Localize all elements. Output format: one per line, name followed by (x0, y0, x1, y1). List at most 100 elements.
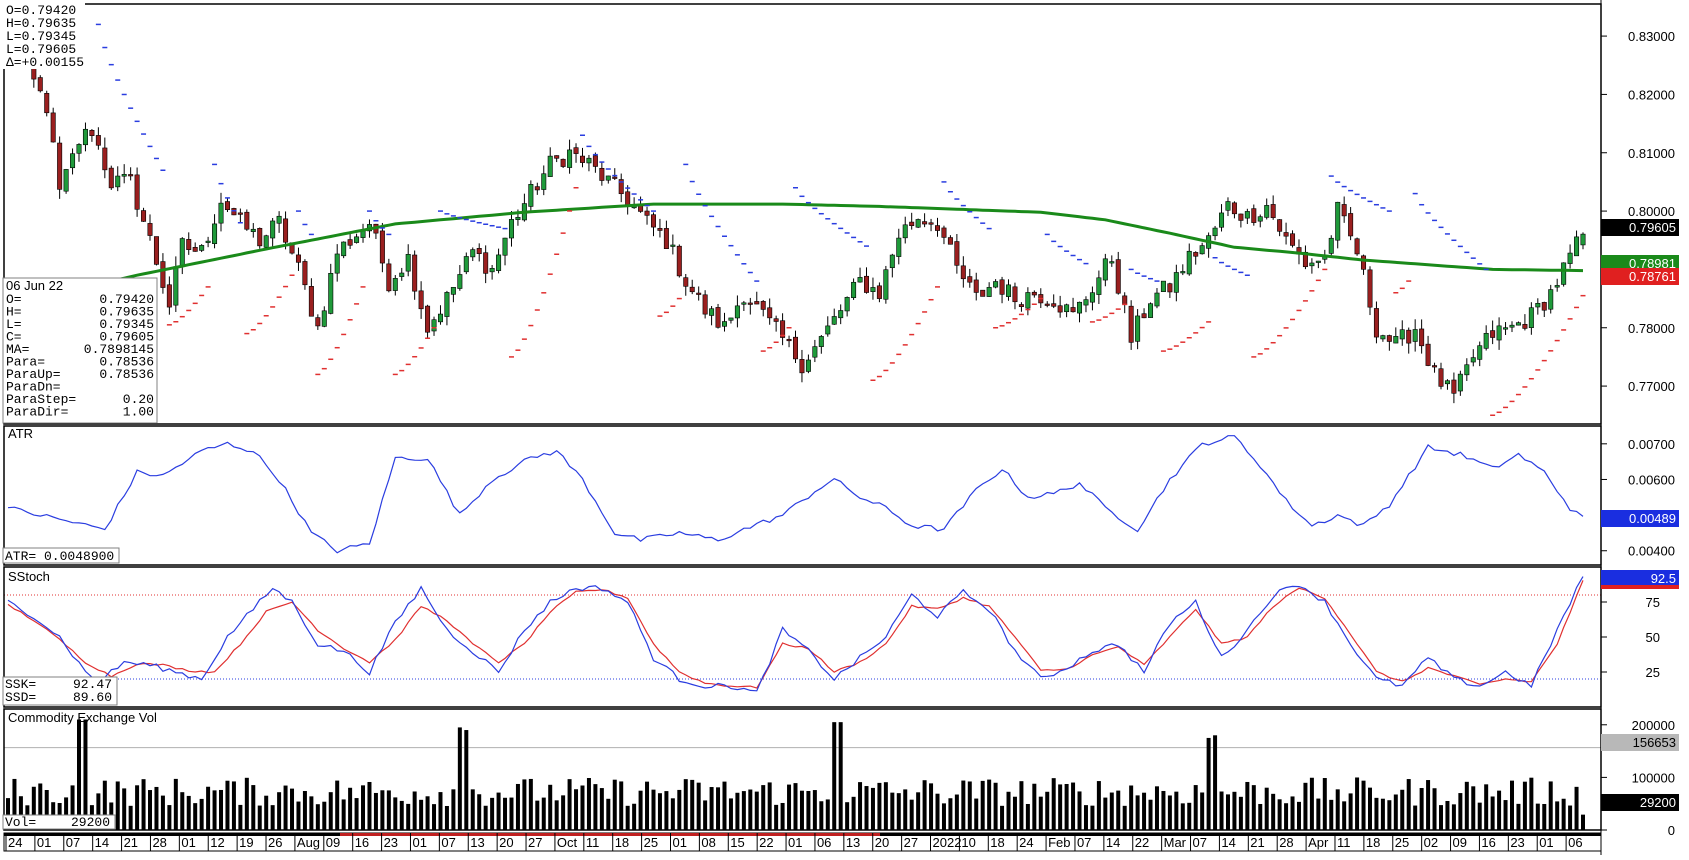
date-tick-label: 12 (210, 835, 224, 850)
volume-bar (1077, 791, 1082, 830)
volume-bar (96, 793, 101, 830)
data-window-label: Para= (6, 355, 45, 370)
candle-body (1432, 365, 1438, 368)
candle-body (315, 317, 321, 327)
date-tick-label: 11 (1337, 835, 1351, 850)
volume-bar (6, 798, 10, 830)
volume-bar (677, 789, 682, 830)
candle-body (1574, 236, 1580, 257)
volume-bar (141, 779, 146, 830)
svg-text:92.5: 92.5 (1651, 571, 1676, 586)
date-tick-label: 28 (1279, 835, 1293, 850)
badge-price-last: 0.79605 (1601, 219, 1679, 236)
candle-body (205, 240, 211, 243)
candle-body (825, 325, 831, 335)
candle-body (702, 294, 708, 315)
candle-body (334, 253, 340, 274)
candle-body (599, 167, 605, 181)
volume-bar (741, 791, 746, 830)
data-window-value: 0.20 (123, 392, 154, 407)
candle-body (1193, 252, 1199, 257)
volume-bar (283, 785, 288, 830)
candle-body (851, 281, 857, 299)
grid-layer (4, 594, 1601, 749)
candle-body (418, 290, 424, 310)
volume-bar (135, 785, 140, 830)
moving-average-line (7, 202, 1584, 306)
volume-bar (1025, 803, 1030, 830)
candle-body (554, 155, 560, 159)
badge-vol-last: 29200 (1601, 794, 1679, 811)
volume-bar (1374, 797, 1379, 830)
volume-bar (231, 781, 236, 830)
candle-body (799, 359, 805, 374)
volume-bar (1148, 799, 1153, 830)
candle-body (573, 147, 579, 154)
volume-bar (432, 804, 437, 830)
volume-bar (1516, 803, 1521, 830)
candle-body (870, 287, 876, 292)
volume-bar (799, 790, 804, 830)
volume-bar (1180, 803, 1185, 830)
volume-bar (296, 801, 301, 830)
volume-bar (632, 803, 637, 830)
volume-bar (651, 789, 656, 830)
candle-body (1057, 305, 1063, 313)
date-tick-label: Mar (1164, 835, 1187, 850)
indicator-lines-layer (7, 23, 1586, 692)
volume-bar (361, 785, 366, 830)
date-tick-label: 18 (990, 835, 1004, 850)
candle-body (1341, 204, 1347, 217)
candle-body (1490, 330, 1496, 338)
date-tick-label: 06 (817, 835, 831, 850)
candle-body (1051, 303, 1057, 307)
info-line-last: L=0.79605 (6, 42, 76, 57)
candle-body (586, 157, 592, 164)
volume-bar (515, 783, 520, 830)
volume-bar (206, 786, 211, 830)
date-tick-label: 01 (788, 835, 802, 850)
candle-body (1257, 216, 1263, 222)
volume-bar (193, 803, 198, 830)
candle-body (741, 302, 747, 305)
candle-body (889, 254, 895, 269)
volume-bar (974, 798, 979, 830)
volume-bar (1083, 805, 1088, 830)
candle-body (922, 221, 928, 225)
candle-body (121, 174, 127, 177)
volume-bar (787, 784, 792, 830)
candle-body (412, 254, 418, 292)
candle-body (915, 219, 921, 228)
date-tick-label: 06 (1568, 835, 1582, 850)
volume-bar (793, 783, 798, 830)
candle-body (321, 310, 327, 327)
date-tick-label: 27 (528, 835, 542, 850)
volume-bar (1271, 793, 1276, 830)
volume-bar (309, 796, 314, 830)
volume-bar (1006, 791, 1011, 830)
candle-body (257, 228, 263, 247)
volume-bar (1290, 796, 1295, 830)
date-tick-label: 20 (499, 835, 513, 850)
volume-bar (870, 787, 875, 830)
volume-bar (1238, 796, 1243, 830)
candle-body (134, 174, 140, 210)
volume-bar (1400, 789, 1405, 830)
date-tick-label: 02 (1424, 835, 1438, 850)
volume-bar (1477, 802, 1482, 830)
candle-body (1231, 202, 1237, 215)
candle-body (528, 184, 534, 207)
volume-bar (1497, 790, 1502, 830)
candle-body (1541, 302, 1547, 311)
candle-body (560, 158, 566, 167)
date-tick-label: 08 (701, 835, 715, 850)
candle-body (612, 176, 618, 179)
candle-body (179, 238, 185, 267)
volume-bar (1032, 783, 1037, 830)
atr-line (7, 435, 1584, 554)
candle-body (805, 359, 811, 372)
candle-body (709, 308, 715, 316)
candle-body (250, 228, 256, 232)
candle-body (115, 175, 121, 188)
volume-bar (580, 785, 585, 830)
